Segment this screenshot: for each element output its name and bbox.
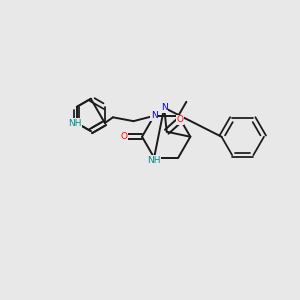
Text: N: N: [151, 111, 158, 120]
Text: O: O: [121, 132, 128, 141]
Text: NH: NH: [147, 155, 161, 164]
Text: O: O: [176, 116, 183, 124]
Text: NH: NH: [69, 118, 82, 127]
Text: N: N: [161, 103, 168, 112]
